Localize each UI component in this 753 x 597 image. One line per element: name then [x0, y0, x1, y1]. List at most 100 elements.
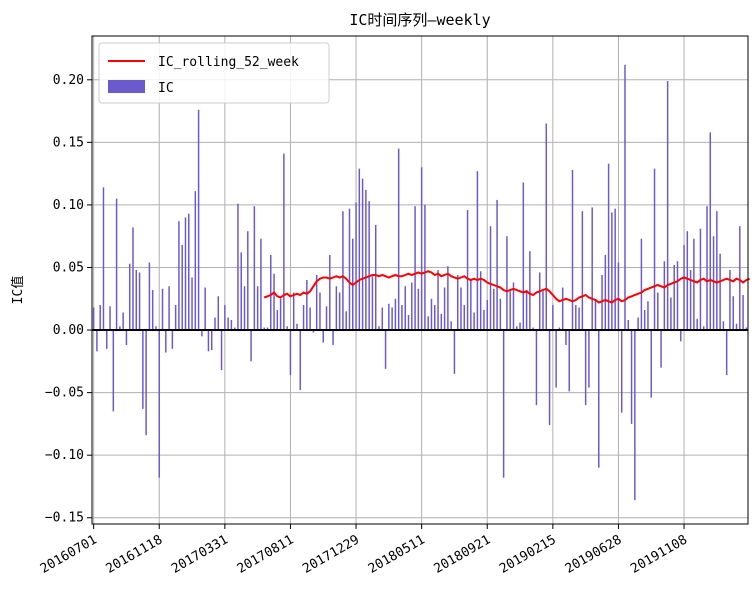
y-tick-label: −0.10	[45, 448, 84, 463]
ic-bar	[702, 326, 705, 331]
ic-bar	[548, 330, 551, 426]
ic-bar	[716, 211, 718, 331]
ic-bar	[142, 330, 144, 409]
ic-bar	[499, 298, 502, 331]
ic-bar	[250, 330, 252, 362]
ic-bar	[188, 213, 190, 331]
ic-bar	[92, 307, 95, 331]
ic-bar	[647, 301, 649, 331]
ic-bar	[273, 273, 275, 331]
ic-bar	[194, 191, 197, 331]
ic-bar	[437, 269, 439, 331]
ic-bar	[240, 252, 242, 331]
ic-bar	[102, 187, 105, 331]
ic-bar	[319, 292, 321, 331]
ic-bar	[181, 244, 183, 331]
ic-bar	[463, 305, 466, 331]
ic-bar	[115, 198, 118, 331]
ic-bar	[165, 330, 167, 353]
ic-bar	[571, 169, 574, 331]
ic-bar	[591, 207, 593, 331]
ic-bar	[673, 264, 675, 331]
ic-bar	[693, 238, 695, 331]
ic-bar	[201, 330, 203, 337]
ic-bar	[237, 203, 239, 331]
ic-bar	[224, 305, 226, 331]
ic-bar	[617, 262, 620, 331]
ic-bar	[401, 305, 403, 331]
ic-bar	[620, 330, 623, 413]
ic-bar	[584, 330, 587, 406]
ic-bar	[325, 306, 328, 331]
y-tick-label: −0.05	[45, 386, 84, 401]
ic-bar	[204, 287, 206, 331]
ic-bar	[155, 326, 157, 331]
ic-bar	[299, 330, 302, 391]
ic-bar	[158, 330, 160, 478]
ic-bar	[719, 253, 721, 331]
ic-bar	[588, 330, 590, 388]
ic-bar	[243, 286, 246, 331]
x-ticks: 20160701 20161118 20170331 20170811 20171229…	[38, 524, 690, 577]
legend-bar-label: IC	[158, 81, 174, 96]
ic-bar	[696, 318, 698, 331]
ic-bar	[391, 307, 393, 331]
ic-bar	[112, 330, 115, 412]
ic-bar	[509, 291, 511, 331]
ic-bar	[650, 330, 652, 398]
ic-bar	[217, 296, 220, 331]
x-tick-label: 20171229	[300, 532, 362, 576]
ic-bar	[220, 330, 223, 371]
ic-bar	[578, 307, 580, 331]
ic-bar	[414, 206, 416, 331]
x-tick-label: 20161118	[104, 532, 166, 576]
ic-bar	[106, 330, 108, 349]
ic-bar	[329, 254, 331, 331]
ic-bar	[388, 303, 390, 331]
ic-bar	[368, 201, 370, 331]
y-tick-label: 0.00	[53, 323, 84, 338]
ic-bar	[561, 287, 564, 331]
ic-bar	[506, 236, 508, 331]
ic-bar	[260, 238, 262, 331]
ic-bar	[296, 323, 298, 331]
ic-bar	[683, 244, 685, 331]
ic-bar	[384, 330, 387, 369]
ic-bar	[109, 306, 111, 331]
ic-bar	[565, 330, 567, 346]
ic-bar	[535, 330, 538, 406]
y-tick-label: 0.20	[53, 73, 84, 88]
y-axis-label: IC值	[10, 276, 26, 305]
ic-bar	[283, 153, 285, 331]
legend-line-label: IC_rolling_52_week	[158, 55, 299, 70]
ic-bar	[486, 300, 488, 331]
ic-bar	[689, 269, 692, 331]
ic-bar	[132, 227, 134, 331]
ic-bar	[676, 261, 679, 331]
ic-bar	[374, 224, 377, 331]
plot-frame	[91, 35, 749, 525]
ic-bar	[742, 295, 744, 331]
ic-bar	[735, 323, 738, 331]
ic-bar	[407, 315, 410, 331]
ic-bar	[594, 300, 597, 331]
ic-bar	[434, 305, 436, 331]
legend-bar-swatch	[108, 80, 145, 93]
ic-bar	[466, 209, 469, 331]
x-tick-label: 20170331	[169, 532, 231, 576]
ic-bar	[135, 269, 138, 331]
ic-bar	[725, 330, 728, 376]
ic-bar	[227, 317, 229, 331]
ic-bar	[512, 282, 515, 331]
ic-bar	[604, 254, 607, 331]
ic-bar	[348, 208, 351, 331]
ic-bar	[247, 231, 249, 331]
ic-bar	[483, 310, 485, 331]
ic-bar	[365, 189, 367, 331]
ic-bar	[614, 208, 616, 331]
ic-bar	[519, 322, 521, 331]
ic-bar	[709, 132, 712, 331]
ic-bar	[575, 305, 577, 331]
ic-bar	[496, 199, 498, 331]
ic-bar	[302, 305, 305, 331]
